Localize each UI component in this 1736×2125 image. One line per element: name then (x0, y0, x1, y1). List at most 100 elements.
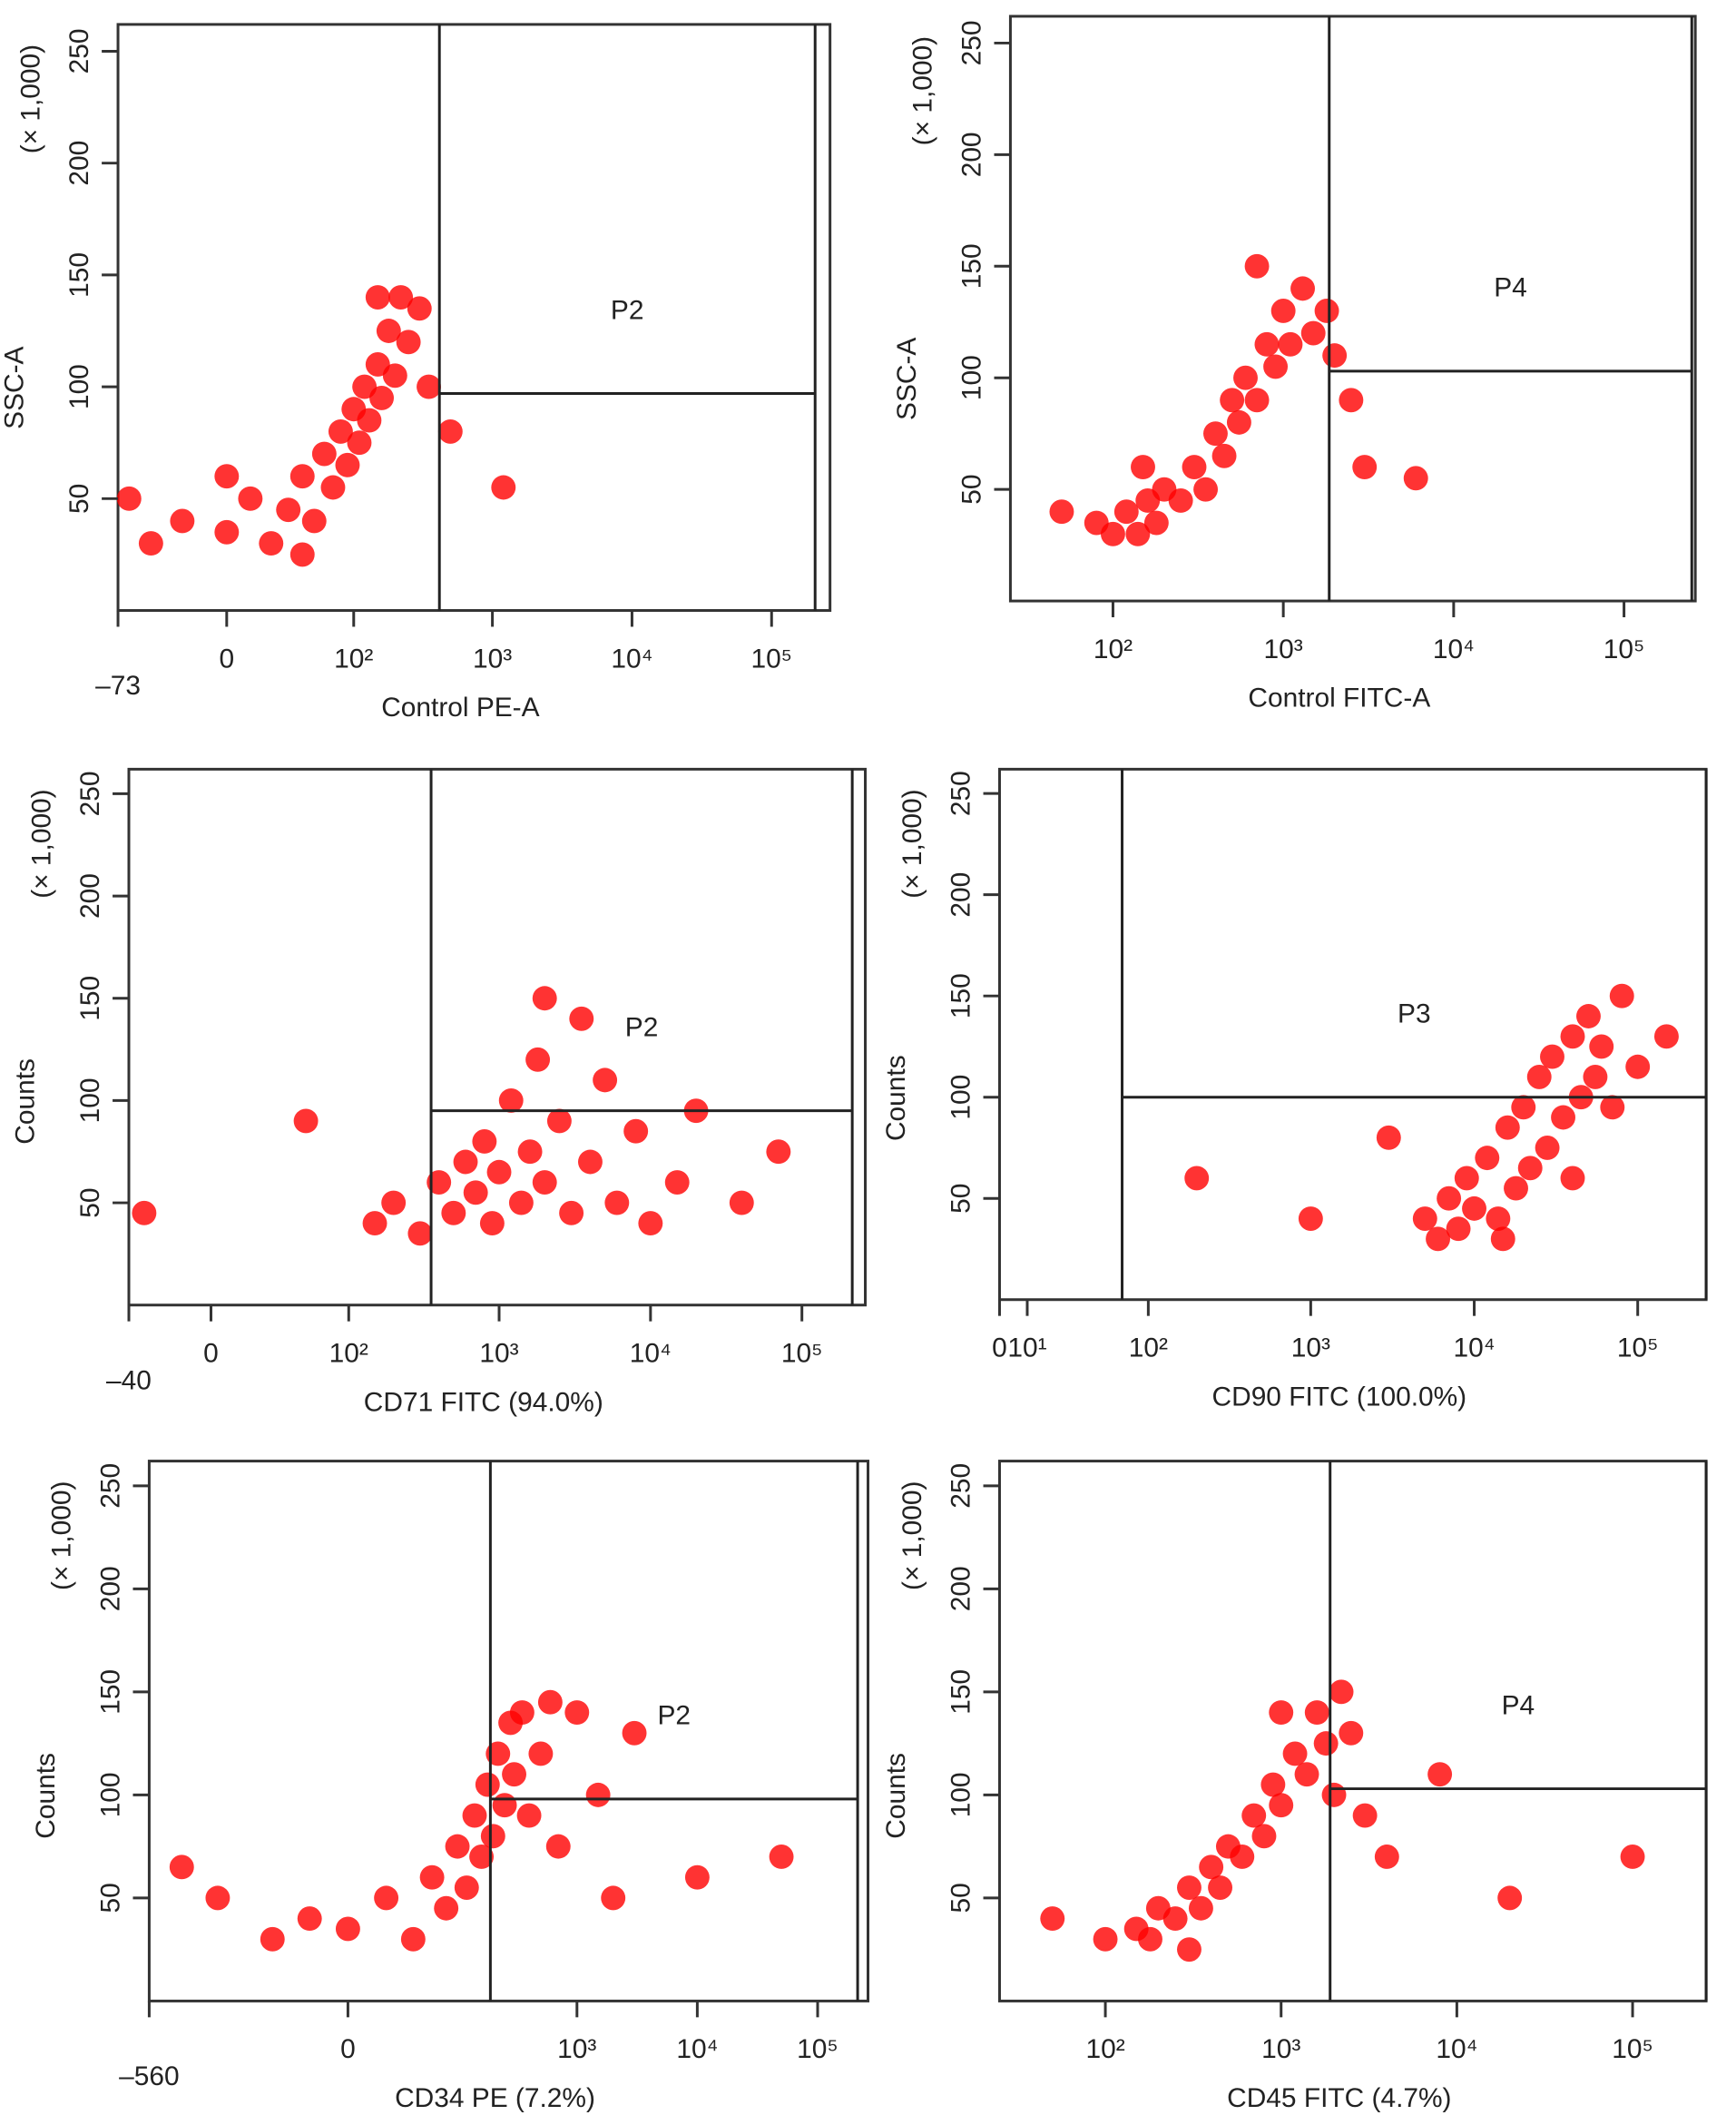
data-point (498, 1087, 524, 1113)
data-point (623, 1118, 649, 1144)
y-tick-label: 200 (946, 1566, 976, 1611)
x-tick-label: 10² (329, 1338, 368, 1368)
gate-label: P2 (625, 1012, 659, 1042)
data-point (1551, 1105, 1576, 1130)
data-point (301, 508, 327, 534)
x-tick-label: 10³ (1261, 2034, 1300, 2064)
y-tick-label: 200 (957, 132, 987, 177)
data-point (1300, 320, 1326, 346)
x-tick-label: 10² (334, 644, 373, 674)
y-axis-label: SSC-A (0, 346, 29, 428)
data-point (638, 1211, 663, 1236)
data-point (1138, 1926, 1162, 1952)
data-point (546, 1108, 572, 1134)
y-tick-label: 200 (96, 1566, 126, 1611)
data-point (169, 1854, 194, 1880)
x-tick-label: 0 (220, 644, 235, 674)
data-point (1269, 1793, 1294, 1818)
points (132, 986, 791, 1246)
data-point (601, 1885, 626, 1911)
y-tick-label: 100 (96, 1772, 126, 1817)
data-point (1269, 1700, 1294, 1726)
data-point (1560, 1024, 1585, 1049)
x-tick-label: 10⁵ (797, 2034, 839, 2064)
data-point (1535, 1136, 1560, 1160)
data-point (1609, 983, 1634, 1008)
y-axis-label: Counts (31, 1753, 61, 1839)
data-point (417, 374, 441, 399)
data-point (508, 1190, 534, 1215)
x-tick-label: 10⁵ (750, 644, 792, 674)
points (1184, 983, 1679, 1252)
data-point (260, 1926, 285, 1952)
data-point (1560, 1166, 1585, 1191)
data-point (1298, 1206, 1323, 1231)
x-axis-label: Control FITC-A (1248, 684, 1430, 713)
data-point (593, 1067, 618, 1093)
data-point (369, 385, 395, 410)
data-point (1352, 455, 1378, 480)
x-tick-label: 10² (1094, 635, 1133, 664)
data-point (1294, 1762, 1319, 1787)
data-point (1182, 455, 1207, 480)
y-tick-label: 250 (946, 1463, 976, 1509)
data-point (622, 1720, 647, 1746)
plot-frame (127, 767, 868, 1307)
data-point (1184, 1166, 1210, 1191)
y-tick-label: 200 (75, 873, 105, 919)
data-point (407, 1221, 433, 1246)
y-tick-label: 100 (75, 1077, 105, 1123)
data-point (684, 1864, 710, 1890)
gate-label: P3 (1398, 999, 1431, 1029)
y-tick-label: 50 (96, 1883, 126, 1913)
data-point (559, 1200, 584, 1225)
x-tick-label: 10² (1085, 2034, 1124, 2064)
panel: 10² 10³ 10⁴ 10⁵ 50 100 150 200 250 CD45 FITC (4.7… (881, 1460, 1708, 2113)
data-point (1260, 1772, 1286, 1797)
plot-frame (147, 1460, 869, 2002)
y-tick-label: 150 (946, 973, 976, 1018)
data-point (1504, 1176, 1528, 1201)
panel: –560 0 10³ 10⁴ 10⁵ 50 100 150 200 250 CD34 PE (7.2… (31, 1460, 869, 2113)
data-point (1226, 409, 1251, 435)
data-point (1526, 1064, 1552, 1089)
x-tick-label: 10³ (473, 644, 512, 674)
data-point (365, 285, 390, 310)
data-point (664, 1170, 690, 1195)
x-axis-label: CD90 FITC (100.0%) (1212, 1382, 1467, 1412)
data-point (1589, 1034, 1614, 1059)
data-point (769, 1845, 794, 1869)
data-point (491, 475, 516, 500)
data-point (1352, 1803, 1378, 1828)
data-point (1162, 1906, 1188, 1932)
points (1040, 1679, 1645, 1963)
data-point (604, 1190, 630, 1215)
data-point (1486, 1206, 1511, 1231)
data-point (1339, 1720, 1364, 1746)
data-point (472, 1129, 497, 1154)
data-point (335, 452, 360, 477)
data-point (1475, 1146, 1500, 1171)
data-point (1625, 1054, 1651, 1079)
x-tick-label: 10⁵ (1604, 635, 1645, 664)
x-axis-label: Control PE-A (381, 693, 539, 723)
data-point (509, 1700, 535, 1726)
data-point (205, 1885, 230, 1911)
y-tick-label: 150 (946, 1669, 976, 1715)
data-point (1199, 1854, 1224, 1880)
data-point (1446, 1216, 1471, 1242)
points (1049, 253, 1428, 546)
x-tick-label: 10⁴ (1453, 1333, 1495, 1363)
data-point (445, 1834, 470, 1859)
data-point (1193, 477, 1219, 502)
y-axis-label: SSC-A (892, 338, 922, 420)
data-point (170, 508, 195, 534)
points (116, 285, 516, 567)
data-point (1263, 354, 1289, 379)
data-point (335, 1916, 360, 1942)
data-point (259, 531, 284, 556)
y-axis-unit: (× 1,000) (15, 44, 45, 153)
gate-label: P4 (1502, 1690, 1535, 1720)
data-point (357, 408, 382, 433)
x-tick-label: 10⁴ (1433, 635, 1475, 664)
